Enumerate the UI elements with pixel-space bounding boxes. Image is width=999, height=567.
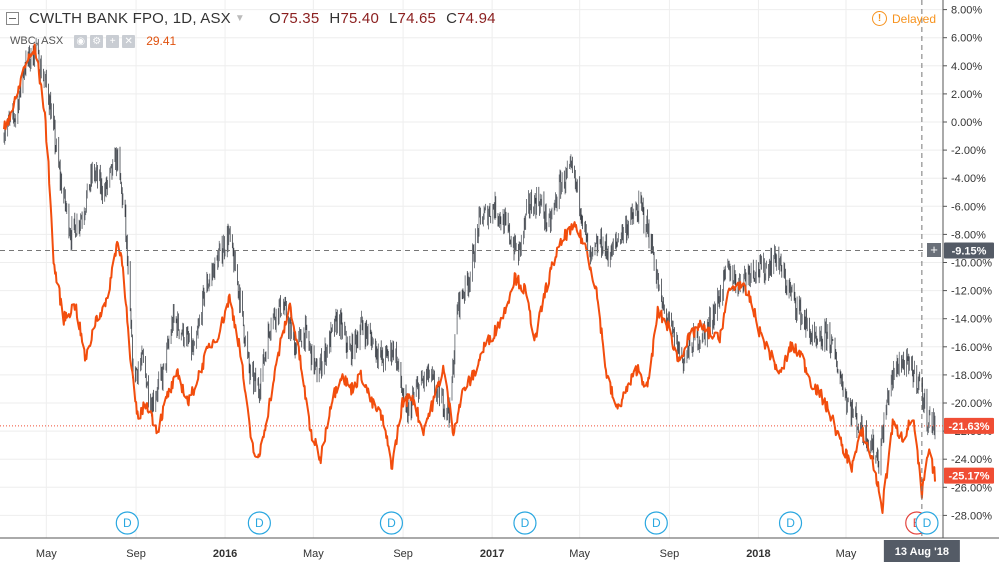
x-tick-label: Sep <box>126 548 146 560</box>
y-tick-label: 6.00% <box>951 33 982 45</box>
dividend-marker <box>778 511 803 535</box>
event-marker-label: D <box>255 516 264 530</box>
y-tick-label: -6.00% <box>951 201 986 213</box>
y-tick-label: -8.00% <box>951 229 986 241</box>
compare-value: 29.41 <box>146 34 177 48</box>
x-tick-label: May <box>36 548 57 560</box>
y-tick-label: 2.00% <box>951 89 982 101</box>
y-tick-label: -28.00% <box>951 510 992 522</box>
x-tick-label: Sep <box>393 548 413 560</box>
dividend-marker <box>644 511 668 535</box>
dividend-marker <box>115 511 139 535</box>
price-label: -9.15% <box>952 246 987 258</box>
ohlc-low: L74.65 <box>389 10 437 27</box>
y-tick-label: 4.00% <box>951 61 982 73</box>
x-tick-label: 2016 <box>213 548 237 560</box>
ohlc-high: H75.40 <box>329 10 379 27</box>
x-tick-label: May <box>836 548 857 560</box>
main-legend: CWLTH BANK FPO, 1D, ASX ▼ O75.35 H75.40 … <box>6 10 496 27</box>
crosshair-date-bg <box>883 540 960 562</box>
collapse-legend-icon[interactable] <box>6 12 19 25</box>
delayed-label: Delayed <box>892 11 937 26</box>
event-marker-label: D <box>652 516 661 530</box>
event-marker-label: D <box>521 516 530 530</box>
compare-toolbar: ◉ ⚙ + ✕ <box>74 34 136 48</box>
y-tick-label: -16.00% <box>951 342 992 354</box>
event-marker-label: D <box>123 516 132 530</box>
settings-icon[interactable]: ⚙ <box>90 34 104 48</box>
x-tick-label: 2018 <box>746 548 770 560</box>
dividend-marker <box>247 511 271 535</box>
x-tick-label: 2017 <box>480 548 504 560</box>
event-marker-label: D <box>387 516 396 530</box>
event-marker-label: D <box>786 516 795 530</box>
x-tick-label: May <box>569 548 590 560</box>
x-tick-label: May <box>303 548 324 560</box>
x-tick-label: Sep <box>660 548 680 560</box>
price-label-bg <box>944 417 994 434</box>
y-tick-label: -14.00% <box>951 314 992 326</box>
price-label: -25.17% <box>949 471 990 483</box>
ohlc-values: O75.35 H75.40 L74.65 C74.94 <box>269 10 496 27</box>
y-tick-label: -4.00% <box>951 173 986 185</box>
y-tick-label: 0.00% <box>951 117 982 129</box>
y-tick-label: -26.00% <box>951 482 992 494</box>
compare-series-line <box>3 43 936 514</box>
remove-icon[interactable]: ✕ <box>122 34 136 48</box>
add-icon[interactable]: + <box>106 34 120 48</box>
compare-legend: WBC, ASX ◉ ⚙ + ✕ 29.41 <box>10 34 176 48</box>
y-tick-label: 8.00% <box>951 5 982 17</box>
alert-icon: ! <box>872 11 887 26</box>
dividend-marker <box>379 511 404 535</box>
crosshair-add-button[interactable]: + <box>927 243 941 257</box>
ohlc-close: C74.94 <box>446 10 496 27</box>
event-marker-label: D <box>923 516 932 530</box>
dividend-marker <box>915 511 939 535</box>
ohlc-open: O75.35 <box>268 10 320 27</box>
crosshair-date-label: 13 Aug '18 <box>895 546 949 558</box>
compare-symbol-label[interactable]: WBC, ASX <box>10 35 64 47</box>
y-tick-label: -12.00% <box>951 286 992 298</box>
y-tick-label: -2.00% <box>951 145 986 157</box>
eye-icon[interactable]: ◉ <box>74 34 88 48</box>
main-series-bars <box>3 37 936 476</box>
price-label-bg <box>944 242 994 259</box>
price-label-bg <box>944 467 994 484</box>
dividend-marker <box>513 511 537 535</box>
y-tick-label: -20.00% <box>951 398 992 410</box>
y-tick-label: -10.00% <box>951 258 992 270</box>
delayed-badge[interactable]: ! Delayed <box>872 11 936 26</box>
y-tick-label: -18.00% <box>951 370 992 382</box>
y-tick-label: -24.00% <box>951 454 992 466</box>
main-symbol-label[interactable]: CWLTH BANK FPO, 1D, ASX <box>29 10 231 27</box>
price-label: -21.63% <box>949 421 990 433</box>
chevron-down-icon[interactable]: ▼ <box>234 13 245 24</box>
